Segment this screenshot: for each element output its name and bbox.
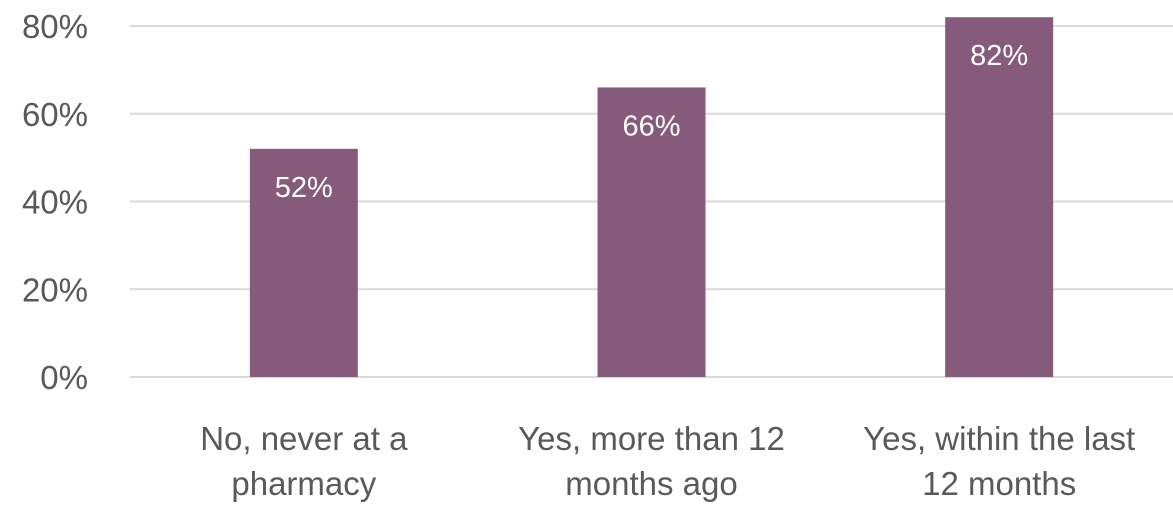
x-axis-category-labels: No, never at a pharmacy Yes, more than 12 m…	[200, 420, 1135, 502]
x-category-label-line: 12 months	[922, 465, 1076, 502]
x-category-label-line: Yes, more than 12	[518, 420, 785, 457]
x-category-label: Yes, more than 12 months ago	[518, 420, 785, 502]
x-category-label: Yes, within the last 12 months	[863, 420, 1135, 502]
bar-data-label: 66%	[622, 110, 680, 142]
bar	[249, 148, 358, 377]
x-category-label-line: No, never at a	[200, 420, 408, 457]
x-category-label-line: months ago	[565, 465, 737, 502]
bar-data-label: 52%	[275, 172, 333, 204]
y-tick-label: 0%	[40, 359, 88, 396]
y-tick-label: 40%	[22, 184, 88, 221]
y-tick-label: 60%	[22, 96, 88, 133]
bars	[249, 17, 1054, 378]
bar	[597, 87, 706, 378]
x-category-label: No, never at a pharmacy	[200, 420, 408, 502]
x-category-label-line: pharmacy	[231, 465, 376, 502]
data-labels: 52% 66% 82%	[275, 40, 1028, 204]
x-category-label-line: Yes, within the last	[863, 420, 1135, 457]
bar	[945, 17, 1054, 377]
y-tick-label: 80%	[22, 8, 88, 45]
bar-data-label: 82%	[970, 40, 1028, 72]
y-tick-label: 20%	[22, 271, 88, 308]
y-axis-tick-labels: 0% 20% 40% 60% 80%	[22, 8, 88, 396]
